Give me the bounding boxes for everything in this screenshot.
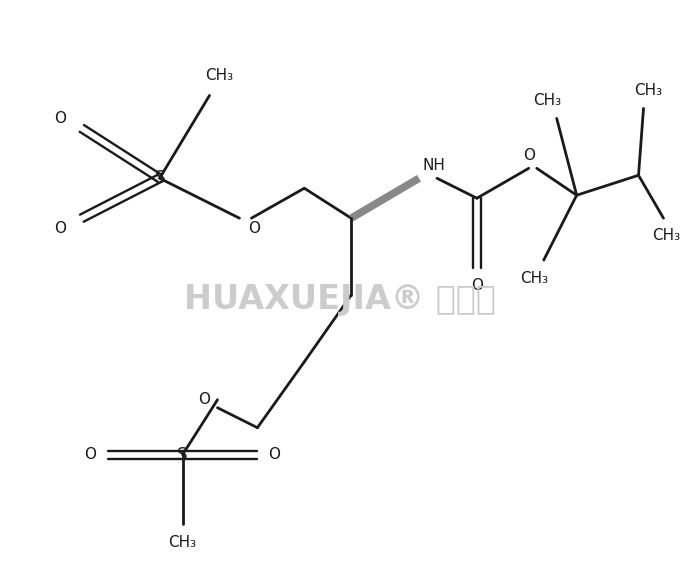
- Text: NH: NH: [423, 158, 445, 173]
- Text: O: O: [268, 447, 280, 462]
- Text: O: O: [471, 277, 483, 293]
- Text: O: O: [54, 111, 66, 126]
- Text: CH₃: CH₃: [520, 270, 548, 286]
- Text: CH₃: CH₃: [653, 228, 681, 242]
- Text: O: O: [248, 221, 261, 236]
- Text: O: O: [54, 221, 66, 236]
- Text: CH₃: CH₃: [533, 93, 561, 108]
- Text: S: S: [177, 446, 188, 464]
- Text: O: O: [523, 148, 535, 163]
- Text: CH₃: CH₃: [634, 83, 662, 98]
- Text: CH₃: CH₃: [168, 535, 196, 550]
- Text: O: O: [84, 447, 95, 462]
- Text: O: O: [198, 392, 211, 407]
- Text: CH₃: CH₃: [205, 68, 233, 83]
- Text: S: S: [154, 169, 165, 187]
- Text: HUAXUEJIA® 化学加: HUAXUEJIA® 化学加: [184, 283, 496, 317]
